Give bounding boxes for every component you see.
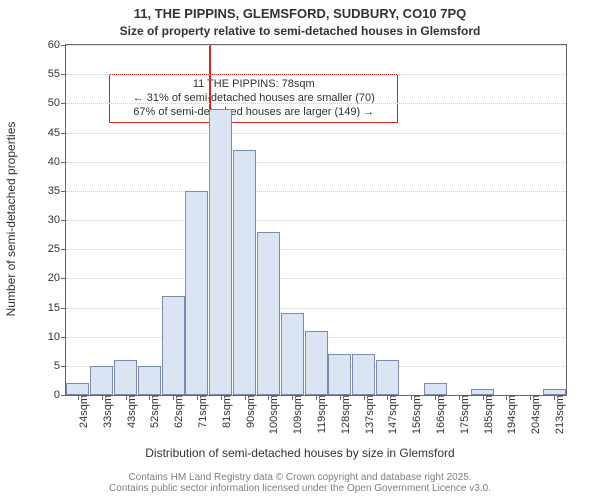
- histogram-bar: [114, 360, 137, 395]
- x-tick-label: 33sqm: [96, 395, 114, 428]
- x-tick-label: 204sqm: [524, 395, 542, 434]
- gridline: [66, 133, 566, 134]
- y-axis-title: Number of semi-detached properties: [4, 122, 18, 317]
- histogram-bar: [328, 354, 351, 395]
- y-tick-mark: [61, 308, 66, 309]
- x-tick-label: 128sqm: [334, 395, 352, 434]
- histogram-chart: 11, THE PIPPINS, GLEMSFORD, SUDBURY, CO1…: [0, 0, 600, 500]
- histogram-bar: [185, 191, 208, 395]
- histogram-bar: [424, 383, 447, 395]
- annotation-box: 11 THE PIPPINS: 78sqm ← 31% of semi-deta…: [109, 74, 398, 123]
- y-tick-mark: [61, 74, 66, 75]
- x-tick-label: 24sqm: [72, 395, 90, 428]
- x-tick-mark: [245, 395, 246, 400]
- gridline: [66, 45, 566, 46]
- histogram-bar: [257, 232, 280, 395]
- x-tick-mark: [197, 395, 198, 400]
- x-tick-label: 100sqm: [262, 395, 280, 434]
- histogram-bar: [305, 331, 328, 395]
- x-tick-label: 62sqm: [167, 395, 185, 428]
- x-tick-mark: [483, 395, 484, 400]
- x-tick-label: 166sqm: [429, 395, 447, 434]
- gridline: [66, 220, 566, 221]
- annotation-line1: 11 THE PIPPINS: 78sqm: [116, 78, 391, 92]
- footer-line1: Contains HM Land Registry data © Crown c…: [128, 472, 471, 483]
- y-tick-mark: [61, 337, 66, 338]
- x-tick-label: 109sqm: [286, 395, 304, 434]
- x-tick-label: 213sqm: [548, 395, 566, 434]
- gridline: [66, 191, 566, 192]
- histogram-bar: [233, 150, 256, 395]
- gridline: [66, 278, 566, 279]
- x-tick-mark: [316, 395, 317, 400]
- x-tick-label: 119sqm: [310, 395, 328, 433]
- x-tick-mark: [102, 395, 103, 400]
- chart-subtitle: Size of property relative to semi-detach…: [0, 24, 600, 38]
- x-tick-label: 147sqm: [381, 395, 399, 434]
- x-tick-mark: [530, 395, 531, 400]
- y-tick-mark: [61, 103, 66, 104]
- x-tick-mark: [268, 395, 269, 400]
- x-axis-title: Distribution of semi-detached houses by …: [0, 446, 600, 460]
- x-tick-mark: [173, 395, 174, 400]
- x-tick-mark: [554, 395, 555, 400]
- y-tick-mark: [61, 45, 66, 46]
- x-tick-label: 52sqm: [143, 395, 161, 428]
- y-tick-mark: [61, 395, 66, 396]
- histogram-bar: [376, 360, 399, 395]
- x-tick-mark: [292, 395, 293, 400]
- gridline: [66, 308, 566, 309]
- histogram-bar: [209, 109, 232, 395]
- gridline: [66, 74, 566, 75]
- x-tick-label: 90sqm: [239, 395, 257, 428]
- gridline: [66, 249, 566, 250]
- x-tick-mark: [78, 395, 79, 400]
- x-tick-mark: [435, 395, 436, 400]
- x-tick-label: 71sqm: [191, 395, 209, 428]
- x-tick-mark: [411, 395, 412, 400]
- gridline: [66, 103, 566, 104]
- x-tick-label: 81sqm: [215, 395, 233, 428]
- y-tick-mark: [61, 220, 66, 221]
- x-tick-label: 194sqm: [500, 395, 518, 434]
- histogram-bar: [138, 366, 161, 395]
- y-tick-mark: [61, 278, 66, 279]
- histogram-bar: [162, 296, 185, 395]
- y-tick-mark: [61, 133, 66, 134]
- x-tick-mark: [149, 395, 150, 400]
- attribution-footer: Contains HM Land Registry data © Crown c…: [0, 472, 600, 494]
- x-tick-label: 137sqm: [358, 395, 376, 434]
- gridline: [66, 162, 566, 163]
- x-tick-label: 156sqm: [405, 395, 423, 434]
- y-tick-mark: [61, 249, 66, 250]
- x-tick-mark: [364, 395, 365, 400]
- x-tick-mark: [387, 395, 388, 400]
- histogram-bar: [66, 383, 89, 395]
- x-tick-label: 43sqm: [120, 395, 138, 428]
- histogram-bar: [352, 354, 375, 395]
- histogram-bar: [281, 313, 304, 395]
- x-tick-mark: [221, 395, 222, 400]
- y-tick-mark: [61, 366, 66, 367]
- x-tick-mark: [459, 395, 460, 400]
- x-tick-mark: [126, 395, 127, 400]
- x-tick-mark: [340, 395, 341, 400]
- histogram-bar: [90, 366, 113, 395]
- chart-title: 11, THE PIPPINS, GLEMSFORD, SUDBURY, CO1…: [0, 6, 600, 21]
- annotation-line3: 67% of semi-detached houses are larger (…: [116, 106, 391, 120]
- plot-area: 11 THE PIPPINS: 78sqm ← 31% of semi-deta…: [65, 44, 567, 396]
- y-tick-mark: [61, 162, 66, 163]
- y-tick-mark: [61, 191, 66, 192]
- x-tick-mark: [506, 395, 507, 400]
- x-tick-label: 185sqm: [477, 395, 495, 434]
- footer-line2: Contains public sector information licen…: [0, 483, 600, 494]
- x-tick-label: 175sqm: [453, 395, 471, 434]
